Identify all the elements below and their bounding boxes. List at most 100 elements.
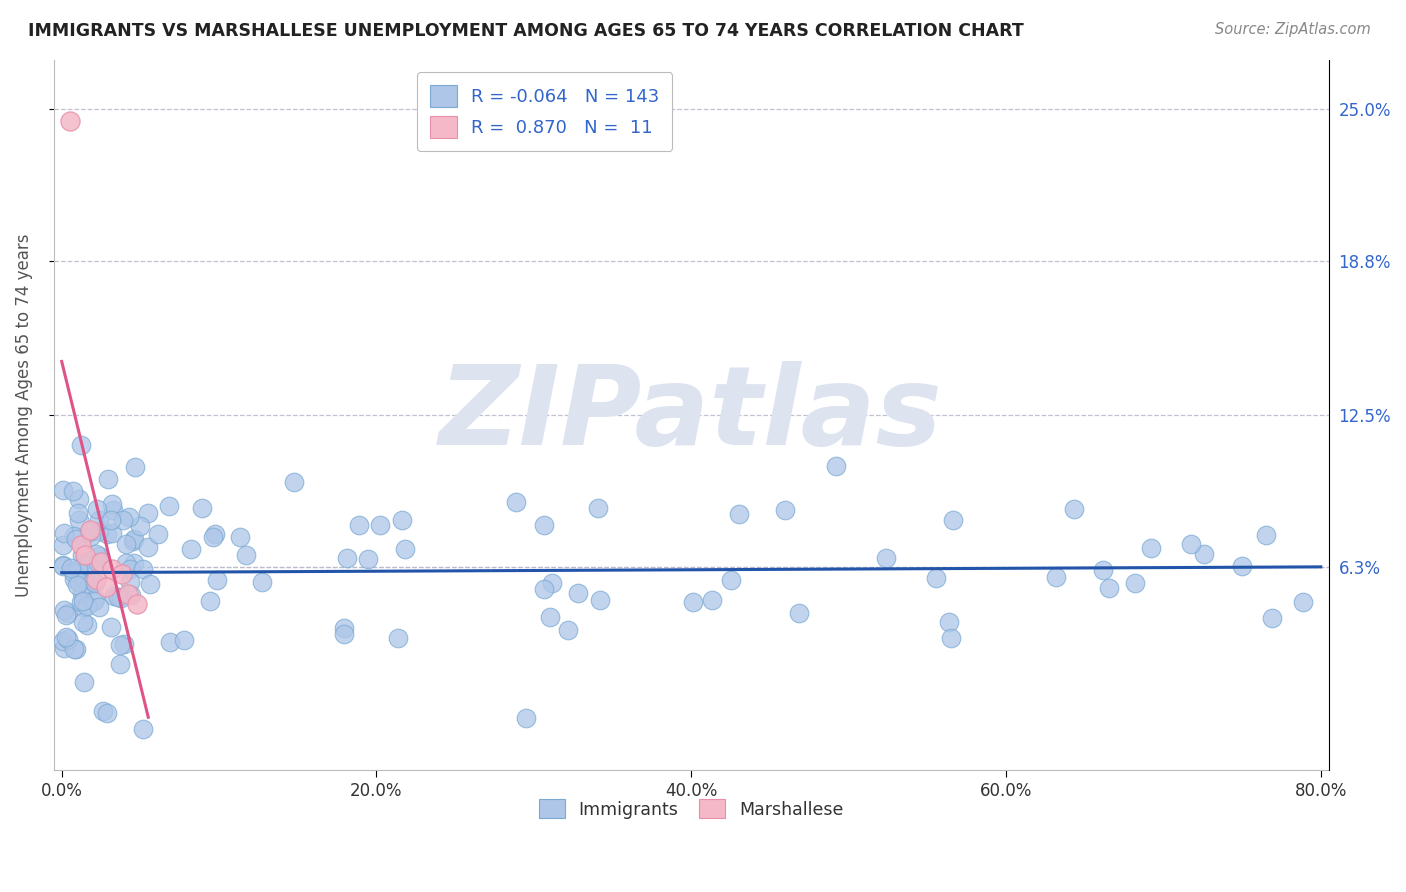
Legend: Immigrants, Marshallese: Immigrants, Marshallese bbox=[531, 792, 851, 826]
Point bbox=[72, 615, 94, 630]
Point bbox=[96, 527, 118, 541]
Point bbox=[370, 518, 392, 533]
Point bbox=[108, 657, 131, 671]
Point bbox=[77, 578, 100, 592]
Point bbox=[101, 503, 124, 517]
Point bbox=[73, 571, 96, 585]
Point bbox=[55, 630, 77, 644]
Point bbox=[787, 606, 810, 620]
Point bbox=[69, 538, 91, 552]
Point bbox=[58, 114, 80, 128]
Point bbox=[825, 458, 848, 473]
Point bbox=[76, 599, 98, 613]
Point bbox=[52, 633, 75, 648]
Point bbox=[728, 507, 751, 521]
Point bbox=[201, 531, 224, 545]
Point bbox=[541, 575, 564, 590]
Point bbox=[136, 506, 159, 520]
Point bbox=[72, 674, 94, 689]
Point bbox=[1140, 541, 1163, 555]
Point bbox=[204, 526, 226, 541]
Point bbox=[505, 495, 527, 509]
Point bbox=[101, 562, 124, 576]
Point bbox=[939, 632, 962, 646]
Point bbox=[56, 632, 79, 647]
Point bbox=[52, 558, 75, 573]
Point bbox=[173, 632, 195, 647]
Point bbox=[62, 484, 84, 499]
Text: IMMIGRANTS VS MARSHALLESE UNEMPLOYMENT AMONG AGES 65 TO 74 YEARS CORRELATION CHA: IMMIGRANTS VS MARSHALLESE UNEMPLOYMENT A… bbox=[28, 22, 1024, 40]
Point bbox=[120, 588, 142, 602]
Point bbox=[62, 642, 84, 657]
Point bbox=[118, 509, 141, 524]
Point bbox=[118, 575, 141, 590]
Point bbox=[67, 575, 90, 590]
Point bbox=[96, 472, 118, 486]
Point bbox=[70, 437, 93, 451]
Point bbox=[108, 638, 131, 652]
Point bbox=[76, 558, 98, 573]
Point bbox=[1232, 559, 1254, 574]
Point bbox=[567, 586, 589, 600]
Point bbox=[1091, 563, 1114, 577]
Point bbox=[207, 573, 229, 587]
Point bbox=[53, 603, 76, 617]
Point bbox=[82, 574, 104, 589]
Point bbox=[333, 627, 356, 641]
Point bbox=[586, 501, 609, 516]
Point bbox=[72, 599, 94, 614]
Point bbox=[83, 594, 105, 608]
Point bbox=[538, 609, 561, 624]
Point bbox=[250, 575, 273, 590]
Point bbox=[1192, 547, 1215, 561]
Point bbox=[56, 606, 79, 620]
Point bbox=[112, 637, 135, 651]
Point bbox=[159, 635, 181, 649]
Point bbox=[84, 547, 107, 561]
Point bbox=[90, 555, 112, 569]
Point bbox=[87, 600, 110, 615]
Point bbox=[122, 557, 145, 571]
Point bbox=[53, 641, 76, 656]
Point bbox=[112, 513, 135, 527]
Point bbox=[103, 589, 125, 603]
Point bbox=[59, 561, 82, 575]
Point bbox=[198, 594, 221, 608]
Point bbox=[86, 501, 108, 516]
Point bbox=[394, 541, 416, 556]
Point bbox=[1292, 595, 1315, 609]
Point bbox=[127, 597, 149, 611]
Point bbox=[336, 550, 359, 565]
Point bbox=[96, 706, 118, 720]
Point bbox=[387, 631, 409, 645]
Point bbox=[72, 594, 94, 608]
Point bbox=[65, 532, 87, 546]
Point bbox=[720, 573, 742, 587]
Point bbox=[79, 523, 101, 537]
Point bbox=[1123, 576, 1146, 591]
Point bbox=[533, 517, 555, 532]
Point bbox=[75, 548, 97, 562]
Point bbox=[87, 556, 110, 570]
Point bbox=[391, 513, 413, 527]
Point bbox=[557, 623, 579, 637]
Point bbox=[70, 585, 93, 599]
Point bbox=[66, 506, 89, 520]
Point bbox=[515, 711, 537, 725]
Point bbox=[132, 561, 155, 575]
Point bbox=[89, 513, 111, 527]
Point bbox=[332, 621, 354, 635]
Point bbox=[73, 550, 96, 565]
Point bbox=[80, 529, 103, 543]
Point bbox=[100, 619, 122, 633]
Point bbox=[146, 527, 169, 541]
Point bbox=[702, 593, 724, 607]
Point bbox=[924, 571, 946, 585]
Point bbox=[66, 578, 89, 592]
Point bbox=[70, 595, 93, 609]
Point bbox=[62, 572, 84, 586]
Text: Source: ZipAtlas.com: Source: ZipAtlas.com bbox=[1215, 22, 1371, 37]
Point bbox=[86, 572, 108, 586]
Point bbox=[77, 524, 100, 539]
Point bbox=[117, 587, 139, 601]
